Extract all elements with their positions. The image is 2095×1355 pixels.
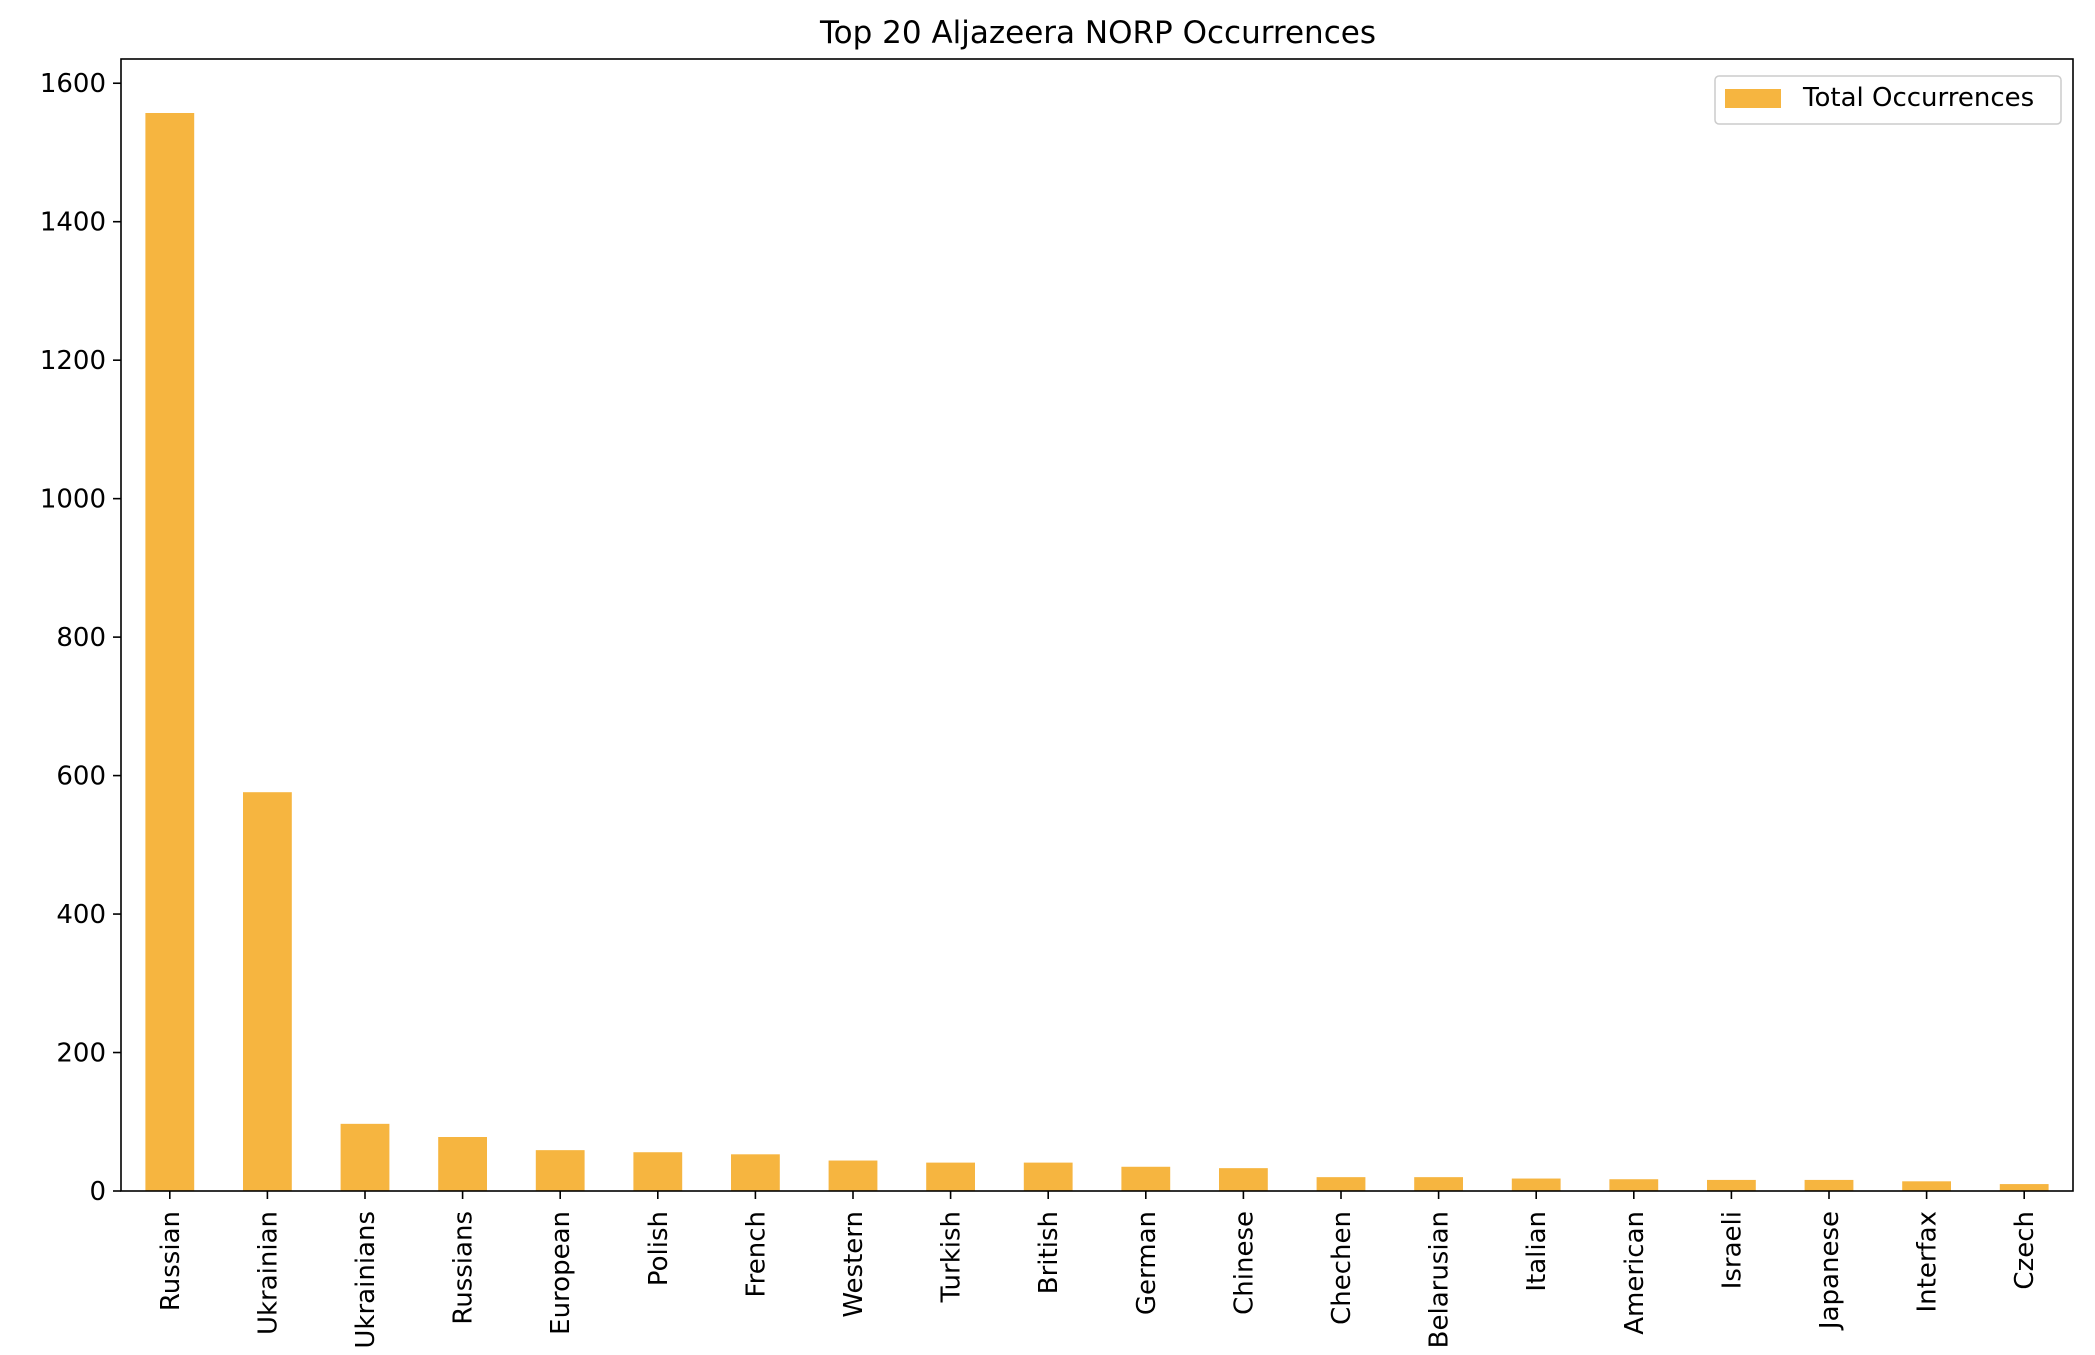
legend-box [1714,75,2062,125]
x-tick-label-american: American [1620,1211,1650,1335]
y-tick-label: 1200 [40,346,106,376]
bar-russians [438,1137,487,1191]
x-tick-label-japanese: Japanese [1815,1211,1845,1331]
x-tick-label-french: French [741,1211,771,1297]
y-tick-label: 800 [56,623,106,653]
y-tick-label: 1600 [40,69,106,99]
chart-title: Top 20 Aljazeera NORP Occurrences [819,15,1376,51]
bar-chechen [1316,1177,1366,1191]
bar-western [828,1160,878,1191]
bar-ukrainians [340,1123,390,1191]
bar-german [1121,1166,1171,1191]
y-tick-label: 1000 [40,485,106,515]
x-tick-label-ukrainian: Ukrainian [253,1211,283,1335]
x-tick-label-russians: Russians [449,1211,479,1325]
y-axis: 0 200 400 600 800 1000 1200 1400 1600 [40,69,121,1207]
x-tick-label-chinese: Chinese [1229,1211,1259,1315]
x-tick-label-western: Western [839,1211,869,1318]
y-tick-label: 400 [56,900,106,930]
bar-czech [1999,1184,2049,1191]
x-tick-label-ukrainians: Ukrainians [351,1211,381,1349]
bar-american [1609,1179,1659,1191]
bar-european [535,1150,585,1191]
x-axis: Russian Ukrainian Ukrainians Russians Europe… [156,1191,2040,1349]
bar-interfax [1902,1181,1951,1191]
y-tick-label: 1400 [40,208,106,238]
bar-israeli [1707,1179,1756,1191]
bar-italian [1511,1178,1561,1191]
plot-area [120,58,2074,1192]
x-tick-label-israeli: Israeli [1717,1211,1747,1289]
x-tick-label-interfax: Interfax [1913,1211,1943,1313]
y-tick-label: 200 [56,1039,106,1069]
axes-frame [120,58,2074,1192]
legend-swatch [1725,89,1781,108]
x-tick-label-european: European [546,1211,576,1335]
x-tick-label-italian: Italian [1522,1211,1552,1292]
legend: Total Occurrences [1714,75,2062,125]
x-tick-label-chechen: Chechen [1327,1211,1357,1325]
x-tick-label-british: British [1034,1211,1064,1294]
bar-turkish [926,1162,975,1191]
x-tick-label-turkish: Turkish [937,1211,967,1303]
legend-label: Total Occurrences [1802,83,2034,113]
y-tick-label: 600 [56,762,106,792]
x-tick-label-polish: Polish [644,1211,674,1286]
bar-polish [633,1152,683,1191]
x-tick-label-russian: Russian [156,1211,186,1311]
bar-french [731,1154,780,1191]
bar-japanese [1804,1179,1854,1191]
y-tick-label: 0 [89,1177,106,1207]
bar-russian [145,113,195,1191]
bar-belarusian [1414,1177,1463,1191]
x-tick-label-german: German [1132,1211,1162,1315]
bar-british [1023,1162,1073,1191]
bar-ukrainian [243,792,292,1191]
x-tick-label-belarusian: Belarusian [1425,1211,1455,1348]
x-tick-label-czech: Czech [2010,1211,2040,1290]
bar-chinese [1219,1168,1268,1191]
